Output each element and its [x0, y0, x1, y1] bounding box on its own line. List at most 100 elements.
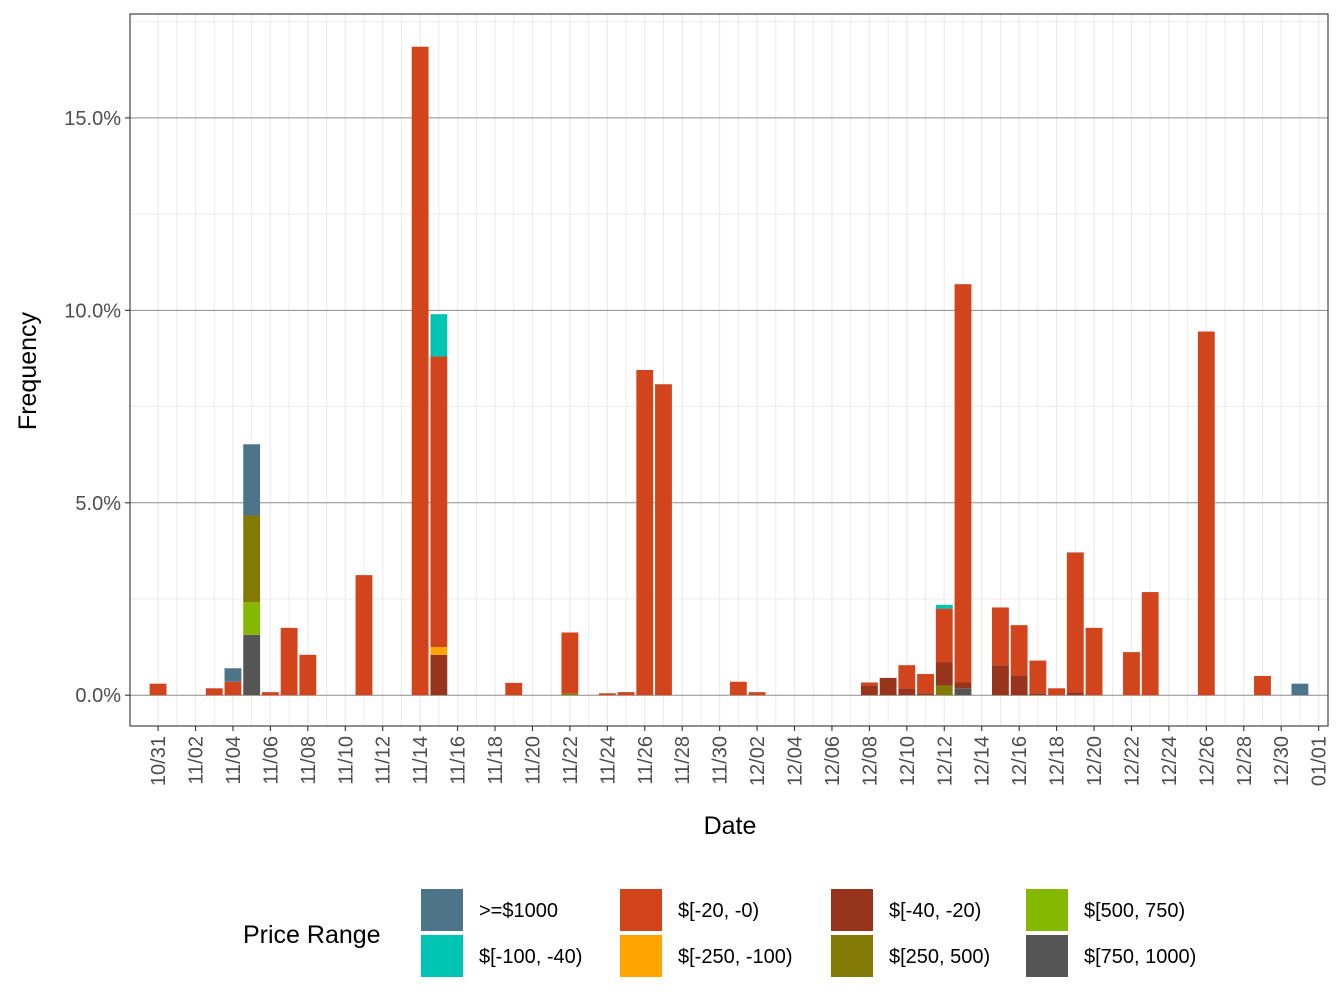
legend-swatch — [620, 889, 662, 931]
bar-segment — [224, 681, 242, 696]
x-tick-label: 11/16 — [448, 736, 470, 785]
panel-background — [130, 14, 1328, 726]
bar-segment — [299, 654, 317, 696]
bar-segment — [879, 677, 897, 696]
bar-segment — [430, 314, 448, 357]
x-tick-label: 11/18 — [485, 736, 507, 785]
bar-segment — [561, 632, 579, 694]
plot-panel — [130, 14, 1328, 726]
legend-swatch — [1026, 935, 1068, 977]
legend-swatch — [620, 935, 662, 977]
bar-segment — [898, 665, 916, 689]
bar-segment — [243, 602, 261, 635]
bar-segment — [1029, 693, 1047, 696]
bar-segment — [617, 692, 635, 696]
x-tick-label: 11/10 — [335, 736, 357, 785]
y-tick-label: 10.0% — [64, 300, 121, 322]
x-tick-label: 10/31 — [148, 736, 170, 786]
plot-panel-border — [129, 13, 1329, 727]
x-tick-label: 12/02 — [747, 736, 769, 786]
bar-segment — [243, 515, 261, 603]
bar-segment — [1085, 627, 1103, 696]
x-axis: 10/31 11/02 11/04 11/06 11/08 11/10 11/12 11/14… — [148, 726, 1331, 786]
bar-segment — [917, 674, 934, 694]
x-tick-label: 11/08 — [298, 736, 320, 785]
bar-segment — [411, 46, 429, 696]
legend-swatch — [421, 935, 463, 977]
bar-segment — [1254, 675, 1271, 696]
bar-segment — [748, 692, 766, 696]
legend-swatch — [831, 935, 873, 977]
x-tick-label: 12/28 — [1234, 736, 1256, 786]
x-tick-label: 12/10 — [897, 736, 919, 786]
bar-segment — [935, 662, 953, 686]
legend-label: >=$1000 — [479, 900, 558, 922]
x-axis-title: Date — [704, 812, 757, 840]
x-tick-label: 01/01 — [1309, 736, 1331, 786]
bar-segment — [1010, 625, 1028, 676]
bar-segment — [243, 444, 261, 516]
legend: Price Range >=$1000 $[-100, -40) $[-20, -0… — [243, 889, 1196, 977]
x-tick-label: 12/08 — [859, 736, 881, 786]
x-tick-label: 12/20 — [1084, 736, 1106, 786]
legend-title: Price Range — [243, 921, 381, 949]
legend-swatch — [421, 889, 463, 931]
y-tick-label: 15.0% — [64, 108, 121, 130]
x-tick-label: 12/18 — [1047, 736, 1069, 786]
legend-swatch — [831, 889, 873, 931]
bar-segment — [954, 688, 972, 696]
x-tick-label: 12/12 — [934, 736, 956, 786]
bar-segment — [860, 682, 878, 686]
bar-segment — [1048, 688, 1066, 696]
bar-segment — [991, 665, 1009, 696]
x-tick-label: 11/30 — [710, 736, 732, 785]
bar-segment — [917, 693, 934, 696]
bar-segment — [280, 627, 298, 696]
bar-segment — [935, 604, 953, 609]
legend-label: $[-250, -100) — [678, 946, 793, 968]
x-tick-label: 11/24 — [597, 736, 619, 785]
bar-segment — [430, 356, 448, 648]
bar-segment — [505, 682, 523, 696]
bars — [149, 46, 1309, 696]
legend-label: $[-100, -40) — [479, 946, 582, 968]
bar-segment — [1010, 675, 1028, 696]
bar-segment — [355, 575, 373, 696]
bar-segment — [205, 688, 223, 696]
x-tick-label: 12/26 — [1196, 736, 1218, 786]
bar-segment — [261, 692, 279, 696]
y-axis: 0.0% 5.0% 10.0% 15.0% — [64, 108, 130, 707]
x-tick-label: 11/20 — [522, 736, 544, 785]
bar-segment — [1066, 552, 1084, 693]
x-tick-label: 11/02 — [186, 736, 208, 785]
y-tick-label: 0.0% — [75, 685, 121, 707]
legend-label: $[500, 750) — [1084, 900, 1185, 922]
bar-segment — [898, 688, 916, 696]
bar-segment — [991, 607, 1009, 666]
bar-segment — [1066, 692, 1084, 696]
x-tick-label: 11/22 — [560, 736, 582, 785]
bar-segment — [935, 608, 953, 663]
legend-label: $[750, 1000) — [1084, 946, 1196, 968]
x-tick-label: 11/04 — [223, 736, 245, 785]
bar-segment — [1029, 660, 1047, 694]
bar-segment — [729, 681, 747, 696]
bar-segment — [954, 284, 972, 683]
x-tick-label: 12/04 — [785, 736, 807, 786]
bar-segment — [935, 685, 953, 696]
legend-label: $[-20, -0) — [678, 900, 759, 922]
bar-segment — [243, 634, 261, 696]
bar-segment — [430, 647, 448, 655]
x-tick-label: 11/26 — [635, 736, 657, 785]
x-tick-label: 12/06 — [822, 736, 844, 786]
bar-segment — [1141, 592, 1159, 696]
legend-swatch — [1026, 889, 1068, 931]
bar-segment — [636, 370, 654, 696]
x-tick-label: 11/14 — [410, 736, 432, 785]
bar-segment — [598, 693, 616, 696]
bar-segment — [1291, 683, 1309, 696]
x-tick-label: 12/30 — [1271, 736, 1293, 786]
x-tick-label: 12/16 — [1009, 736, 1031, 786]
x-tick-label: 12/22 — [1121, 736, 1143, 786]
